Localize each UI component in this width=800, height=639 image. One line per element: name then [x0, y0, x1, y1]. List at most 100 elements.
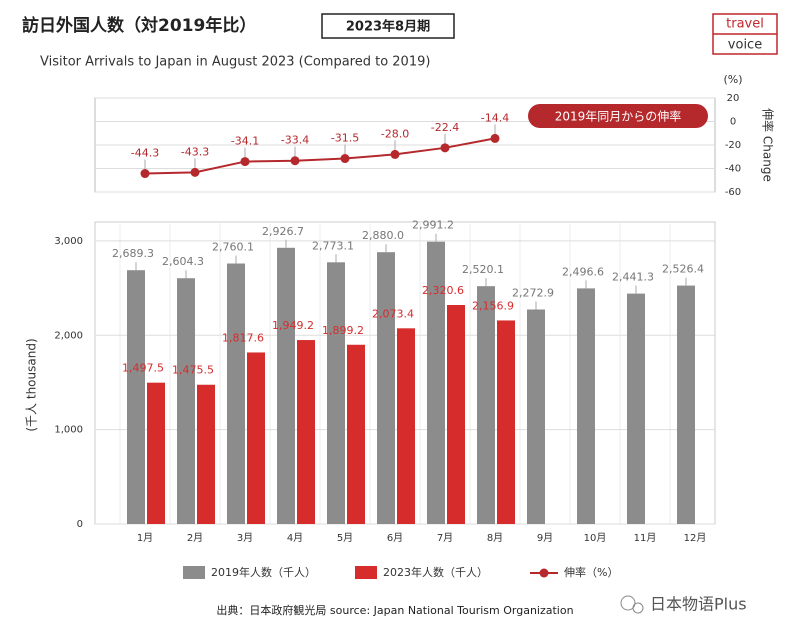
value-label: 2,926.7 — [262, 225, 304, 238]
value-label: 2,320.6 — [422, 284, 464, 297]
x-tick-label: 7月 — [437, 532, 453, 544]
value-label: 2,880.0 — [362, 229, 404, 242]
annotation-box — [528, 104, 708, 128]
bar — [497, 320, 515, 524]
legend-label: 2023年人数（千人） — [383, 565, 488, 579]
bar — [677, 285, 695, 524]
bar — [147, 382, 165, 524]
change-label: -34.1 — [231, 135, 259, 148]
change-label: -31.5 — [331, 132, 359, 145]
bar — [177, 278, 195, 524]
change-label: -14.4 — [481, 111, 509, 124]
bar — [347, 344, 365, 524]
x-tick-label: 11月 — [634, 532, 657, 544]
y2-tick-label: -60 — [725, 187, 741, 198]
bar — [327, 262, 345, 524]
value-label: 1,817.6 — [222, 331, 264, 344]
value-label: 2,441.3 — [612, 271, 654, 284]
legend-swatch — [183, 566, 205, 579]
bar — [247, 352, 265, 524]
value-label: 2,272.9 — [512, 286, 554, 299]
legend-swatch — [355, 566, 377, 579]
change-point — [390, 149, 400, 159]
change-label: -44.3 — [131, 147, 159, 160]
value-label: 2,526.4 — [662, 263, 704, 276]
value-label: 2,760.1 — [212, 241, 254, 254]
bar — [627, 293, 645, 524]
y2-unit: (%) — [723, 73, 742, 86]
bar — [127, 270, 145, 524]
value-label: 2,689.3 — [112, 247, 154, 260]
value-label: 1,497.5 — [122, 362, 164, 375]
value-label: 2,520.1 — [462, 263, 504, 276]
change-point — [140, 169, 150, 179]
x-tick-label: 8月 — [487, 532, 503, 544]
logo-top: travel — [726, 17, 764, 32]
value-label: 2,496.6 — [562, 265, 604, 278]
bar — [227, 263, 245, 524]
x-tick-label: 6月 — [387, 532, 403, 544]
watermark: 日本物语Plus — [650, 595, 747, 614]
change-point — [490, 133, 500, 143]
change-label: -28.0 — [381, 127, 409, 140]
change-point — [190, 167, 200, 177]
y-tick-label: 0 — [77, 519, 83, 530]
value-label: 2,156.9 — [472, 299, 514, 312]
bar — [377, 252, 395, 524]
change-line — [144, 137, 496, 175]
bar — [427, 241, 445, 524]
value-label: 1,475.5 — [172, 364, 214, 377]
change-label: -43.3 — [181, 145, 209, 158]
value-label: 2,073.4 — [372, 307, 414, 320]
watermark-icon — [620, 595, 636, 611]
x-tick-label: 5月 — [337, 532, 353, 544]
bar — [397, 328, 415, 524]
value-label: 2,773.1 — [312, 239, 354, 252]
x-tick-label: 4月 — [287, 532, 303, 544]
bar — [477, 286, 495, 524]
change-point — [440, 143, 450, 153]
y-tick-label: 1,000 — [54, 425, 83, 436]
y-tick-label: 3,000 — [54, 236, 83, 247]
legend-label: 伸率（%） — [564, 565, 618, 579]
y2-tick-label: -40 — [725, 164, 741, 175]
value-label: 2,604.3 — [162, 255, 204, 268]
x-tick-label: 10月 — [584, 532, 607, 544]
change-point — [340, 154, 350, 164]
bar — [197, 384, 215, 524]
bar — [447, 304, 465, 524]
y2-tick-label: 0 — [730, 117, 736, 128]
x-tick-label: 12月 — [684, 532, 707, 544]
bar — [277, 247, 295, 524]
y-tick-label: 2,000 — [54, 330, 83, 341]
change-label: -22.4 — [431, 121, 459, 134]
x-tick-label: 2月 — [187, 532, 203, 544]
badge-box — [321, 13, 455, 39]
y2-tick-label: -20 — [725, 140, 741, 151]
watermark-icon — [632, 602, 644, 614]
y2-tick-label: 20 — [727, 93, 740, 104]
bar — [577, 288, 595, 524]
legend-swatch — [539, 568, 549, 578]
y-label: (千人 thousand) — [25, 338, 39, 431]
bar — [297, 340, 315, 524]
x-tick-label: 9月 — [537, 532, 553, 544]
value-label: 1,949.2 — [272, 319, 314, 332]
x-tick-label: 1月 — [137, 532, 153, 544]
annotation: 2019年同月からの伸率 — [555, 109, 682, 124]
logo-bottom: voice — [728, 38, 762, 53]
source: 出典：日本政府観光局 source: Japan National Touris… — [216, 603, 573, 617]
badge: 2023年8月期 — [346, 19, 430, 35]
title: 訪日外国人数（対2019年比） — [22, 15, 256, 36]
legend-label: 2019年人数（千人） — [211, 565, 316, 579]
change-point — [290, 156, 300, 166]
change-label: -33.4 — [281, 134, 309, 147]
subtitle: Visitor Arrivals to Japan in August 2023… — [40, 55, 430, 70]
value-label: 1,899.2 — [322, 324, 364, 337]
y2-label: 伸率 Change — [761, 108, 776, 182]
x-tick-label: 3月 — [237, 532, 253, 544]
value-label: 2,991.2 — [412, 219, 454, 232]
change-point — [240, 157, 250, 167]
bar — [527, 309, 545, 524]
